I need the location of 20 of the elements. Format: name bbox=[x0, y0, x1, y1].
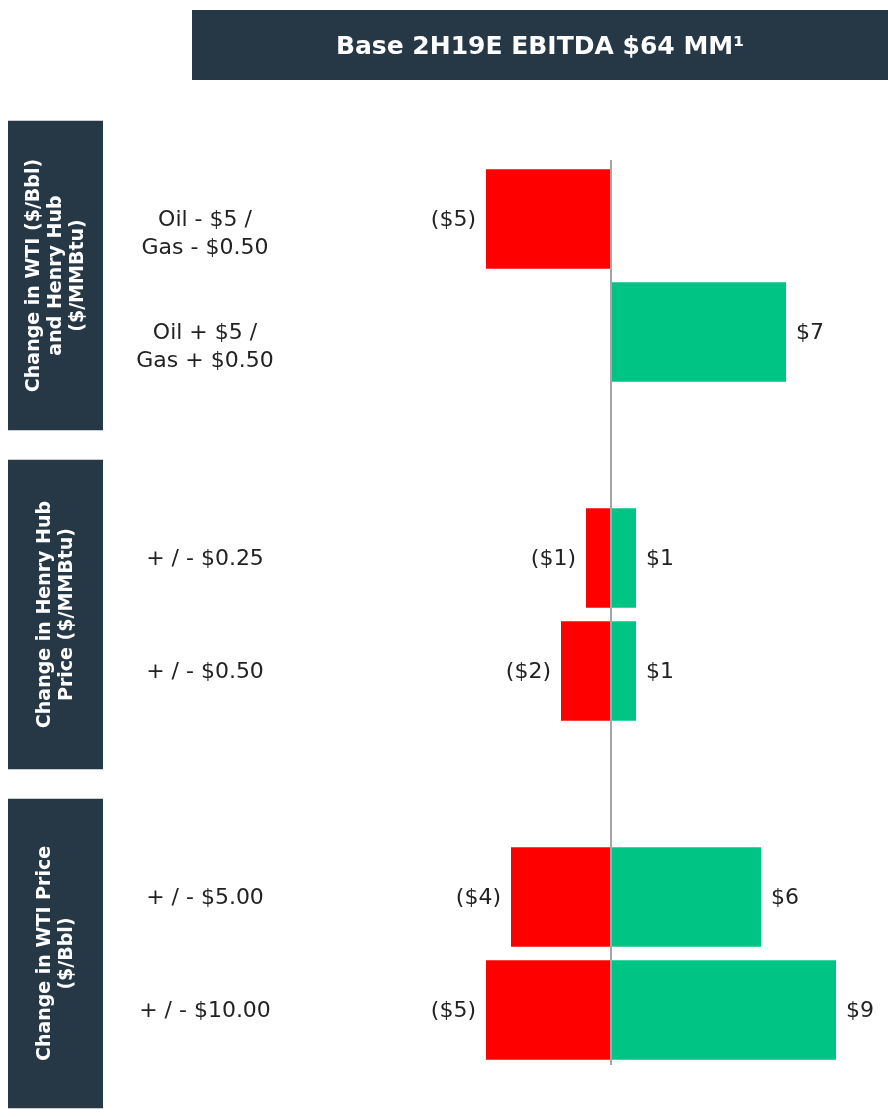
data-label: $1 bbox=[646, 658, 674, 683]
data-label: ($5) bbox=[430, 206, 476, 231]
data-label: $6 bbox=[771, 884, 799, 909]
data-label: ($5) bbox=[430, 997, 476, 1022]
data-label: $9 bbox=[846, 997, 874, 1022]
data-label: ($1) bbox=[530, 545, 576, 570]
data-label: ($4) bbox=[455, 884, 501, 909]
text: Change in Henry Hub Price ($/MMBtu) bbox=[32, 500, 76, 729]
y-tick-label: Oil + $5 / Gas + $0.50 bbox=[136, 319, 274, 372]
data-label: $1 bbox=[646, 545, 674, 570]
y-tick-label: + / - $0.50 bbox=[146, 658, 264, 683]
y-tick-label: Oil - $5 / Gas - $0.50 bbox=[141, 206, 269, 259]
chart-title: Base 2H19E EBITDA $64 MM¹ bbox=[335, 31, 745, 60]
text: Change in WTI Price ($/Bbl) bbox=[32, 845, 76, 1062]
text: Change in WTI ($/Bbl) and Henry Hub ($/MMBtu) bbox=[21, 158, 87, 393]
y-tick-label: + / - $10.00 bbox=[139, 997, 271, 1022]
y-tick-label: + / - $5.00 bbox=[146, 884, 264, 909]
data-label: ($2) bbox=[505, 658, 551, 683]
data-label: $7 bbox=[796, 319, 824, 344]
y-tick-label: + / - $0.25 bbox=[146, 545, 264, 570]
